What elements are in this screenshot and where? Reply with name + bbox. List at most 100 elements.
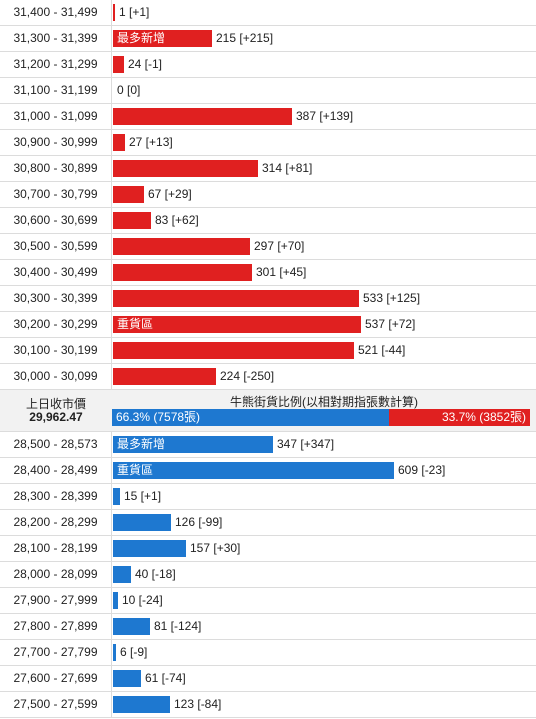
bull-bar — [113, 342, 354, 359]
bear-row: 28,300 - 28,399 15 [+1] — [0, 484, 536, 510]
ratio-bear-text: 33.7% (3852張) — [441, 410, 526, 424]
value-label: 537 [+72] — [365, 317, 416, 331]
value-label: 347 [+347] — [277, 437, 335, 451]
value-label: 10 [-24] — [122, 593, 163, 607]
range-label: 28,200 - 28,299 — [0, 510, 112, 535]
bear-bar — [113, 540, 186, 557]
value-label: 126 [-99] — [175, 515, 223, 529]
value-label: 157 [+30] — [190, 541, 241, 555]
bull-row: 30,400 - 30,499 301 [+45] — [0, 260, 536, 286]
range-label: 28,500 - 28,573 — [0, 432, 112, 457]
range-label: 28,100 - 28,199 — [0, 536, 112, 561]
range-label: 30,000 - 30,099 — [0, 364, 112, 389]
value-label: 301 [+45] — [256, 265, 307, 279]
bull-row: 31,000 - 31,099 387 [+139] — [0, 104, 536, 130]
range-label: 27,600 - 27,699 — [0, 666, 112, 691]
range-label: 27,900 - 27,999 — [0, 588, 112, 613]
value-label: 215 [+215] — [216, 31, 274, 45]
value-label: 24 [-1] — [128, 57, 163, 71]
bull-row: 30,500 - 30,599 297 [+70] — [0, 234, 536, 260]
bull-row: 31,100 - 31,199 0 [0] — [0, 78, 536, 104]
range-label: 30,500 - 30,599 — [0, 234, 112, 259]
bull-bar — [113, 160, 258, 177]
bear-row: 27,900 - 27,999 10 [-24] — [0, 588, 536, 614]
prev-close-label: 上日收市價 — [25, 397, 86, 411]
bear-row: 27,600 - 27,699 61 [-74] — [0, 666, 536, 692]
value-label: 6 [-9] — [120, 645, 148, 659]
bear-bar — [113, 488, 120, 505]
value-label: 61 [-74] — [145, 671, 186, 685]
bull-row: 30,300 - 30,399 533 [+125] — [0, 286, 536, 312]
bear-row: 27,700 - 27,799 6 [-9] — [0, 640, 536, 666]
value-label: 521 [-44] — [358, 343, 406, 357]
bear-bar — [113, 514, 171, 531]
bear-bar — [113, 618, 150, 635]
range-label: 31,400 - 31,499 — [0, 0, 112, 25]
bull-bar — [113, 134, 125, 151]
prev-close-value: 29,962.47 — [29, 410, 83, 424]
bull-bar — [113, 238, 250, 255]
bear-bar: 重貨區 — [113, 462, 394, 479]
bull-bar — [113, 212, 151, 229]
ratio-title: 牛熊街貨比例(以相對期指張數計算) — [230, 395, 418, 409]
range-label: 31,300 - 31,399 — [0, 26, 112, 51]
value-label: 27 [+13] — [129, 135, 173, 149]
bull-row: 30,100 - 30,199 521 [-44] — [0, 338, 536, 364]
bull-row: 30,000 - 30,099 224 [-250] — [0, 364, 536, 390]
value-label: 297 [+70] — [254, 239, 305, 253]
bull-row: 30,800 - 30,899 314 [+81] — [0, 156, 536, 182]
range-label: 27,700 - 27,799 — [0, 640, 112, 665]
value-label: 67 [+29] — [148, 187, 192, 201]
bear-bar — [113, 644, 116, 661]
value-label: 123 [-84] — [174, 697, 222, 711]
range-label: 28,400 - 28,499 — [0, 458, 112, 483]
bear-bar: 最多新增 — [113, 436, 273, 453]
bear-row: 28,400 - 28,499 重貨區 609 [-23] — [0, 458, 536, 484]
bear-row: 28,200 - 28,299 126 [-99] — [0, 510, 536, 536]
bull-bar — [113, 368, 216, 385]
range-label: 30,400 - 30,499 — [0, 260, 112, 285]
bar-tag: 最多新增 — [117, 437, 166, 451]
range-label: 30,100 - 30,199 — [0, 338, 112, 363]
range-label: 28,300 - 28,399 — [0, 484, 112, 509]
bull-row: 31,300 - 31,399 最多新增 215 [+215] — [0, 26, 536, 52]
bar-tag: 重貨區 — [117, 317, 154, 331]
range-label: 31,100 - 31,199 — [0, 78, 112, 103]
bar-tag: 重貨區 — [117, 463, 154, 477]
bear-bar — [113, 566, 131, 583]
bull-bar: 重貨區 — [113, 316, 361, 333]
bear-bar — [113, 670, 141, 687]
range-label: 30,800 - 30,899 — [0, 156, 112, 181]
value-label: 1 [+1] — [119, 5, 150, 19]
range-label: 30,200 - 30,299 — [0, 312, 112, 337]
bear-bar — [113, 696, 170, 713]
range-label: 27,800 - 27,899 — [0, 614, 112, 639]
value-label: 83 [+62] — [155, 213, 199, 227]
range-label: 31,000 - 31,099 — [0, 104, 112, 129]
value-label: 15 [+1] — [124, 489, 162, 503]
bull-row: 31,400 - 31,499 1 [+1] — [0, 0, 536, 26]
bull-bar — [113, 4, 115, 21]
bear-row: 28,000 - 28,099 40 [-18] — [0, 562, 536, 588]
value-label: 224 [-250] — [220, 369, 275, 383]
ratio-bull-text: 66.3% (7578張) — [116, 410, 201, 424]
value-label: 314 [+81] — [262, 161, 313, 175]
bear-row: 28,500 - 28,573 最多新增 347 [+347] — [0, 432, 536, 458]
ratio-bar: 66.3% (7578張) 33.7% (3852張) — [112, 409, 530, 426]
bear-row: 27,800 - 27,899 81 [-124] — [0, 614, 536, 640]
range-label: 28,000 - 28,099 — [0, 562, 112, 587]
bull-bar — [113, 290, 359, 307]
bull-bar — [113, 186, 144, 203]
bull-bar: 最多新增 — [113, 30, 212, 47]
bear-bar — [113, 592, 118, 609]
value-label: 533 [+125] — [363, 291, 421, 305]
range-label: 30,700 - 30,799 — [0, 182, 112, 207]
range-label: 31,200 - 31,299 — [0, 52, 112, 77]
bull-row: 30,900 - 30,999 27 [+13] — [0, 130, 536, 156]
range-label: 30,900 - 30,999 — [0, 130, 112, 155]
range-label: 27,500 - 27,599 — [0, 692, 112, 717]
bull-bar — [113, 56, 124, 73]
bull-bar — [113, 108, 292, 125]
range-label: 30,300 - 30,399 — [0, 286, 112, 311]
